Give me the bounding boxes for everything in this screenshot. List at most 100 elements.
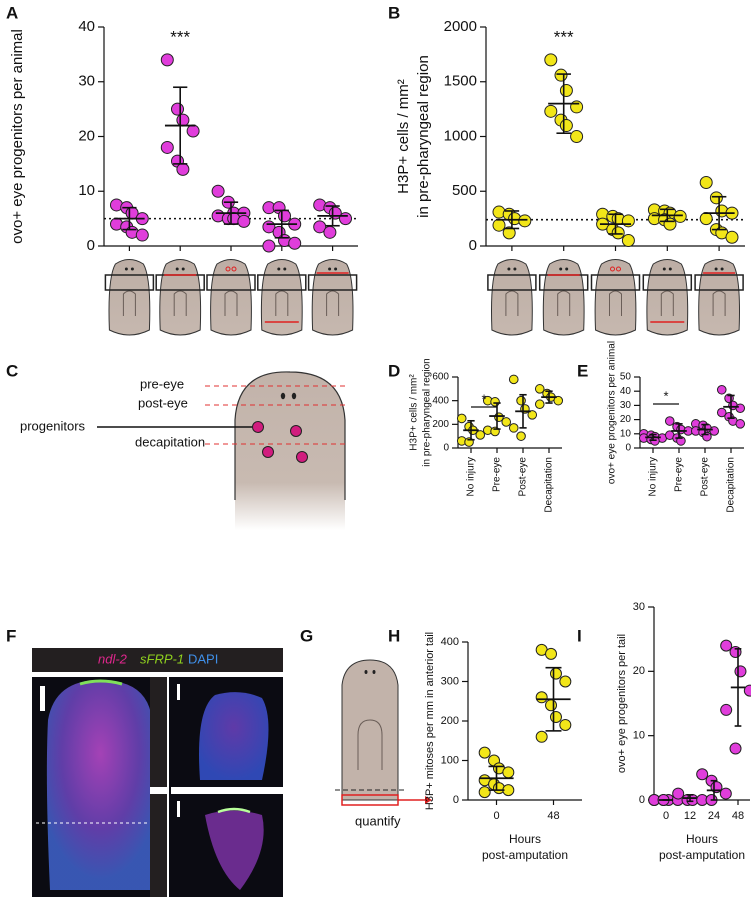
pharynx xyxy=(326,290,340,316)
panel-letters: A B C D E F G H I xyxy=(6,3,588,645)
stain-signal xyxy=(79,679,123,686)
eye xyxy=(507,267,511,271)
stain-signal xyxy=(217,807,251,814)
y-axis-label: ovo+ eye progenitors per animal xyxy=(9,29,26,244)
worm-icon xyxy=(108,259,151,336)
y-tick-label: 0 xyxy=(87,237,95,254)
worm-icon xyxy=(311,259,354,336)
eye xyxy=(668,267,672,271)
data-point xyxy=(709,191,723,205)
stain-label: sFRP-1 xyxy=(140,651,184,666)
x-tick-label: Decapitation xyxy=(544,457,555,513)
data-point xyxy=(176,162,190,176)
y-tick-label: 2000 xyxy=(444,18,477,35)
eye xyxy=(291,392,297,400)
pharynx xyxy=(173,290,187,316)
data-point xyxy=(611,226,625,240)
y-tick-label: 200 xyxy=(432,419,449,430)
legend-bar xyxy=(32,648,283,672)
data-point xyxy=(553,395,564,406)
data-point xyxy=(490,397,500,407)
eye xyxy=(610,266,615,272)
data-point xyxy=(502,766,515,779)
eye xyxy=(513,267,517,271)
x-tick-label: No injury xyxy=(648,457,659,496)
data-point xyxy=(502,226,516,240)
x-axis-label: post-amputation xyxy=(482,848,568,862)
data-point xyxy=(508,374,519,385)
significance-label: * xyxy=(663,388,668,403)
y-axis-label: in pre-pharyngeal region xyxy=(422,358,433,466)
data-point xyxy=(559,119,573,133)
y-tick-label: 30 xyxy=(78,73,95,90)
diagram-label: post-eye xyxy=(138,395,188,410)
x-tick-label: Pre-eye xyxy=(492,457,503,492)
x-tick-label: Pre-eye xyxy=(674,457,685,492)
region-box xyxy=(487,274,537,291)
scale-bar xyxy=(177,684,180,700)
diagram-label: quantify xyxy=(355,813,401,828)
data-point xyxy=(699,175,713,189)
y-tick-label: 40 xyxy=(620,386,632,397)
data-point xyxy=(535,691,548,704)
data-point xyxy=(160,53,174,67)
region-box xyxy=(590,274,641,291)
data-point xyxy=(672,787,685,800)
panel-f: ndl-2 sFRP-1 DAPI xyxy=(32,648,283,897)
data-point xyxy=(186,124,200,138)
eye xyxy=(364,670,368,674)
data-point xyxy=(559,718,572,731)
data-point xyxy=(323,225,337,239)
eye xyxy=(231,266,237,272)
eye xyxy=(720,267,724,271)
scale-bar xyxy=(177,801,180,817)
y-tick-label: 10 xyxy=(620,428,632,439)
data-point xyxy=(171,102,184,116)
stain-label: ndl-2 xyxy=(98,651,128,666)
data-point xyxy=(720,703,733,716)
data-point xyxy=(725,230,739,244)
worm-icon xyxy=(646,259,689,336)
chart: 0 10 20 30 40 ovo+ eye progenitors per animal… xyxy=(9,18,358,254)
strip xyxy=(150,794,167,897)
data-point xyxy=(478,786,491,799)
y-tick-label: 0 xyxy=(453,794,459,806)
data-point xyxy=(702,431,712,442)
y-tick-label: 100 xyxy=(441,754,459,766)
data-point xyxy=(673,209,687,223)
data-point xyxy=(544,53,558,67)
y-tick-label: 0 xyxy=(639,794,645,806)
data-point xyxy=(716,407,727,418)
data-point xyxy=(475,430,486,440)
y-tick-label: 30 xyxy=(620,400,632,411)
worm-icon xyxy=(594,259,637,336)
progenitor xyxy=(252,421,264,433)
y-tick-label: 600 xyxy=(432,372,449,383)
progenitor xyxy=(290,425,302,437)
y-tick-label: 40 xyxy=(78,18,95,35)
eye xyxy=(277,267,281,271)
significance-label: *** xyxy=(170,27,190,46)
diagram-label: progenitors xyxy=(20,418,86,433)
panel-letter: F xyxy=(6,626,16,645)
data-point xyxy=(237,214,251,228)
y-tick-label: 20 xyxy=(633,665,645,677)
data-point xyxy=(729,742,742,755)
x-tick-label: 48 xyxy=(732,810,744,822)
y-tick-label: 300 xyxy=(441,675,459,687)
worm-stain xyxy=(205,810,264,890)
y-axis-label: in pre-pharyngeal region xyxy=(415,55,432,218)
y-tick-label: 20 xyxy=(78,127,95,144)
pharynx xyxy=(122,290,136,316)
x-axis-label: Hours xyxy=(509,832,541,846)
worm-outline xyxy=(234,371,346,500)
data-point xyxy=(709,426,720,436)
diagram-c: pre-eye post-eye progenitors decapitatio… xyxy=(20,371,346,530)
eye xyxy=(372,670,376,674)
data-point xyxy=(534,399,545,410)
x-axis-label: post-amputation xyxy=(659,848,745,862)
data-point xyxy=(570,130,584,143)
progenitor xyxy=(296,451,308,463)
worm-icon xyxy=(210,259,252,336)
